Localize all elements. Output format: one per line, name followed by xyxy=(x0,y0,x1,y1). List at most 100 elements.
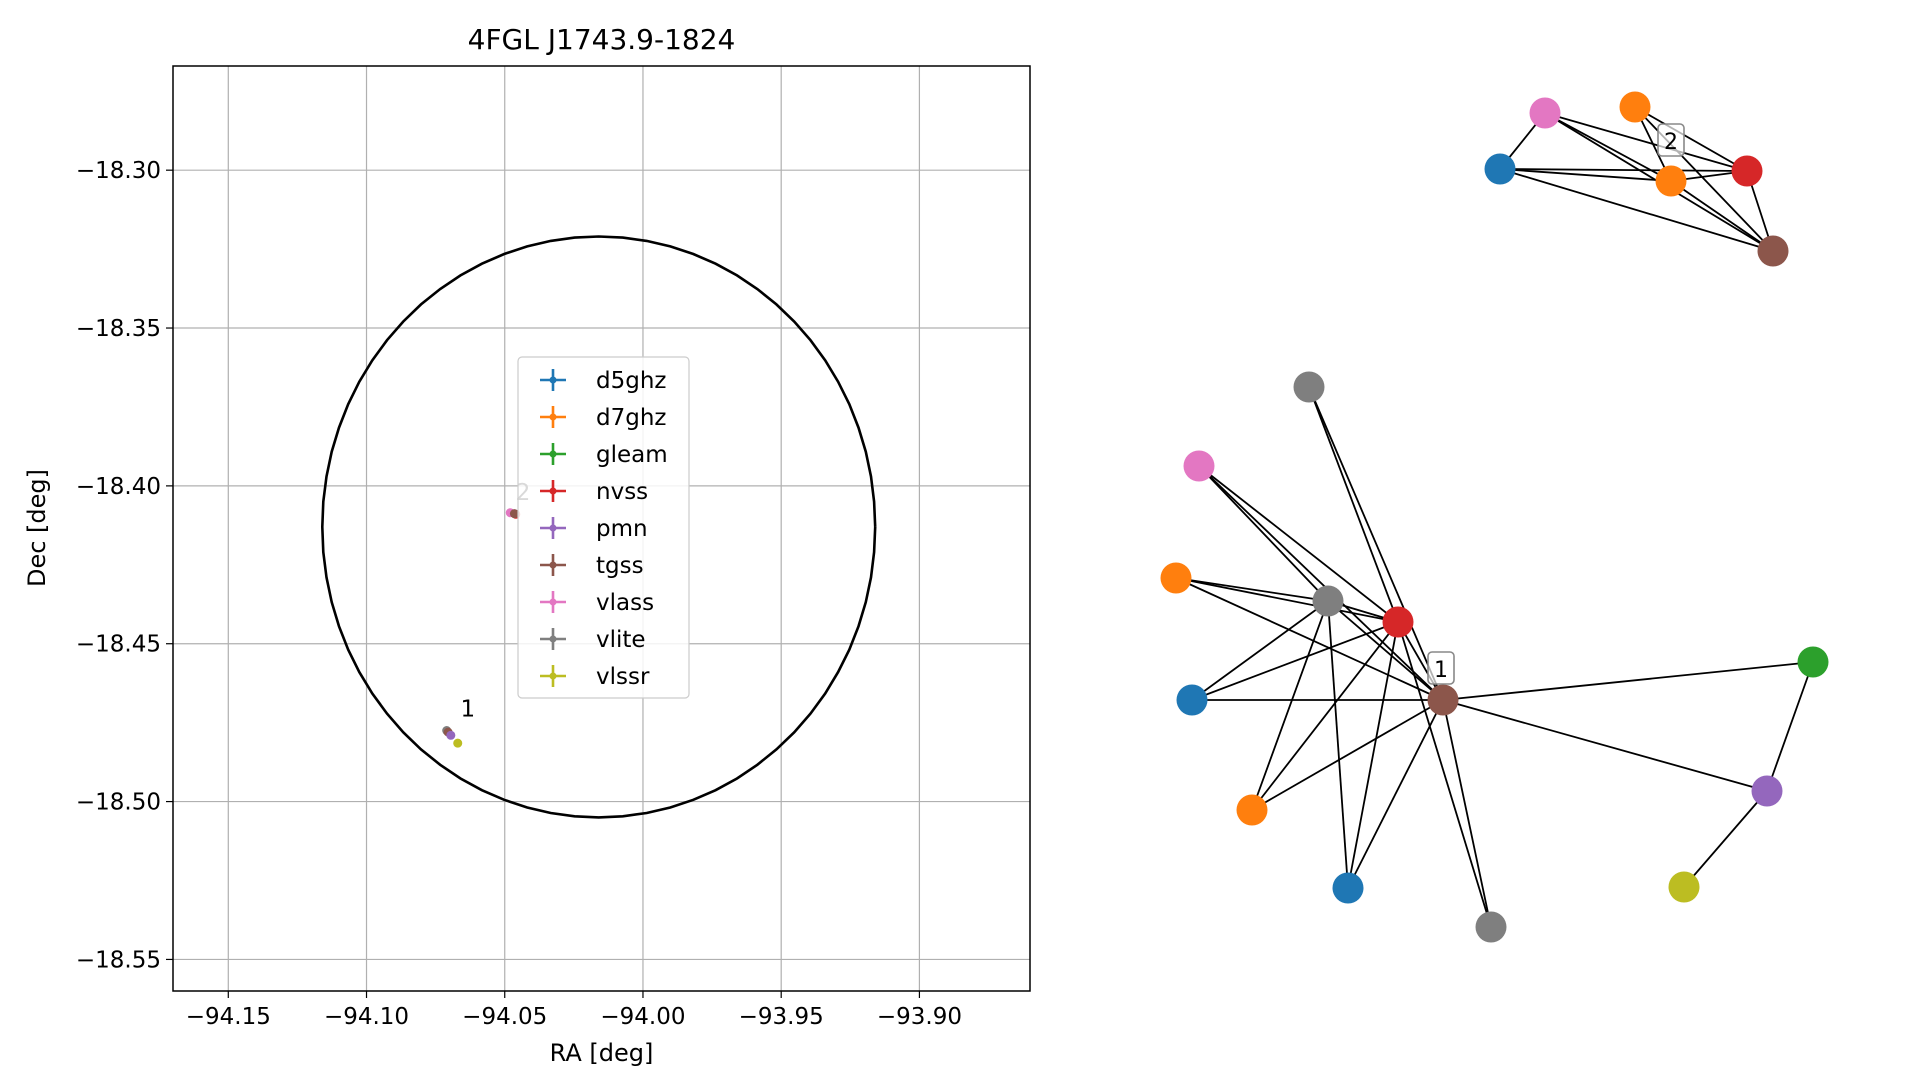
x-tick-label: −94.00 xyxy=(600,1004,685,1030)
legend-item-nvss: nvss xyxy=(540,479,648,505)
network-node-vlite xyxy=(1312,585,1344,617)
y-tick-label: −18.45 xyxy=(76,632,161,658)
legend-label: vlite xyxy=(596,627,646,653)
legend: d5ghz d7ghz gleam nvss pmn tgss vlass vlite vlss… xyxy=(517,356,690,699)
network-nodes xyxy=(1160,91,1829,943)
legend-box xyxy=(517,356,690,699)
chart-title: 4FGL J1743.9-1824 xyxy=(468,23,736,56)
network-edge xyxy=(1251,699,1444,811)
network-cluster-label: 2 xyxy=(1657,123,1685,157)
network-node-nvss xyxy=(1731,155,1763,187)
network-edge xyxy=(1308,386,1399,623)
network-edge xyxy=(1327,600,1444,701)
network-node-gleam xyxy=(1797,646,1829,678)
network-edge xyxy=(1198,465,1444,701)
legend-item-tgss: tgss xyxy=(540,553,644,579)
association-network: 12 xyxy=(1160,91,1829,943)
network-node-d7ghz xyxy=(1619,91,1651,123)
network-node-d7ghz xyxy=(1655,165,1687,197)
x-tick-label: −94.05 xyxy=(462,1004,547,1030)
network-edge xyxy=(1683,790,1768,888)
network-edge xyxy=(1442,699,1492,928)
legend-item-gleam: gleam xyxy=(540,442,668,468)
network-edge xyxy=(1442,661,1814,701)
network-node-d5ghz xyxy=(1176,684,1208,716)
cluster-annotation: 1 xyxy=(461,696,476,722)
x-tick-label: −93.95 xyxy=(739,1004,824,1030)
point-tgss xyxy=(509,509,519,519)
network-node-vlite xyxy=(1293,371,1325,403)
legend-label: d5ghz xyxy=(596,368,666,394)
network-edges xyxy=(1175,106,1814,928)
network-node-vlass xyxy=(1183,450,1215,482)
network-edge xyxy=(1191,600,1329,701)
y-tick-label: −18.50 xyxy=(76,790,161,816)
network-edge xyxy=(1175,577,1329,602)
legend-label: gleam xyxy=(596,442,668,468)
network-node-d7ghz xyxy=(1160,562,1192,594)
network-edge xyxy=(1766,661,1814,792)
network-cluster-labels: 12 xyxy=(1427,123,1685,685)
legend-label: tgss xyxy=(596,553,644,579)
localization-ellipse xyxy=(320,235,877,819)
network-edge xyxy=(1191,621,1399,701)
legend-item-pmn: pmn xyxy=(540,516,648,542)
network-edge xyxy=(1499,168,1672,182)
network-edge xyxy=(1175,577,1399,623)
axis-ticks: −94.15 −94.10 −94.05 −94.00 −93.95 −93.90 −18.… xyxy=(76,158,962,1030)
legend-item-vlite: vlite xyxy=(540,627,646,653)
network-node-tgss xyxy=(1757,235,1789,267)
network-edge xyxy=(1634,106,1748,172)
network-node-d7ghz xyxy=(1236,794,1268,826)
network-edge xyxy=(1251,621,1399,811)
legend-label: d7ghz xyxy=(596,405,666,431)
legend-item-vlssr: vlssr xyxy=(540,664,650,690)
network-edge xyxy=(1499,168,1748,172)
svg-text:1: 1 xyxy=(1434,658,1448,683)
x-tick-label: −93.90 xyxy=(877,1004,962,1030)
y-tick-label: −18.30 xyxy=(76,158,161,184)
y-tick-label: −18.55 xyxy=(76,947,161,973)
network-edge xyxy=(1397,621,1492,928)
network-node-pmn xyxy=(1751,775,1783,807)
x-tick-label: −94.15 xyxy=(186,1004,271,1030)
point-pmn xyxy=(446,730,456,740)
network-node-vlssr xyxy=(1668,871,1700,903)
y-tick-label: −18.40 xyxy=(76,474,161,500)
legend-label: pmn xyxy=(596,516,648,542)
legend-item-d7ghz: d7ghz xyxy=(540,405,666,431)
network-edge xyxy=(1499,168,1774,252)
network-node-nvss xyxy=(1382,606,1414,638)
network-edge xyxy=(1198,465,1399,623)
network-edge xyxy=(1347,699,1444,889)
network-edge xyxy=(1670,180,1774,252)
network-edge xyxy=(1442,699,1768,792)
x-axis-label: RA [deg] xyxy=(550,1039,654,1067)
legend-label: vlssr xyxy=(596,664,650,690)
network-node-d5ghz xyxy=(1484,153,1516,185)
y-axis-label: Dec [deg] xyxy=(23,469,51,587)
axes-frame xyxy=(172,65,1031,992)
sky-plot: 12 −94.15−94.10−94.05−94.00−93.95−93.90−… xyxy=(23,23,1031,1067)
svg-text:2: 2 xyxy=(1664,130,1678,155)
network-edge xyxy=(1308,386,1444,701)
legend-label: vlass xyxy=(596,590,654,616)
x-tick-label: −94.10 xyxy=(324,1004,409,1030)
y-tick-label: −18.35 xyxy=(76,316,161,342)
legend-label: nvss xyxy=(596,479,648,505)
network-edge xyxy=(1175,577,1444,701)
ellipse-outline xyxy=(320,235,877,819)
network-edge xyxy=(1251,600,1329,811)
network-edge xyxy=(1327,600,1349,889)
point-vlssr xyxy=(453,738,463,748)
network-cluster-label: 1 xyxy=(1427,651,1455,685)
network-node-vlite xyxy=(1475,911,1507,943)
network-node-d5ghz xyxy=(1332,872,1364,904)
legend-item-d5ghz: d5ghz xyxy=(540,368,666,394)
network-node-tgss xyxy=(1427,684,1459,716)
network-edge xyxy=(1198,465,1329,602)
legend-item-vlass: vlass xyxy=(540,590,654,616)
network-edge xyxy=(1544,112,1748,172)
network-edge xyxy=(1347,621,1399,889)
